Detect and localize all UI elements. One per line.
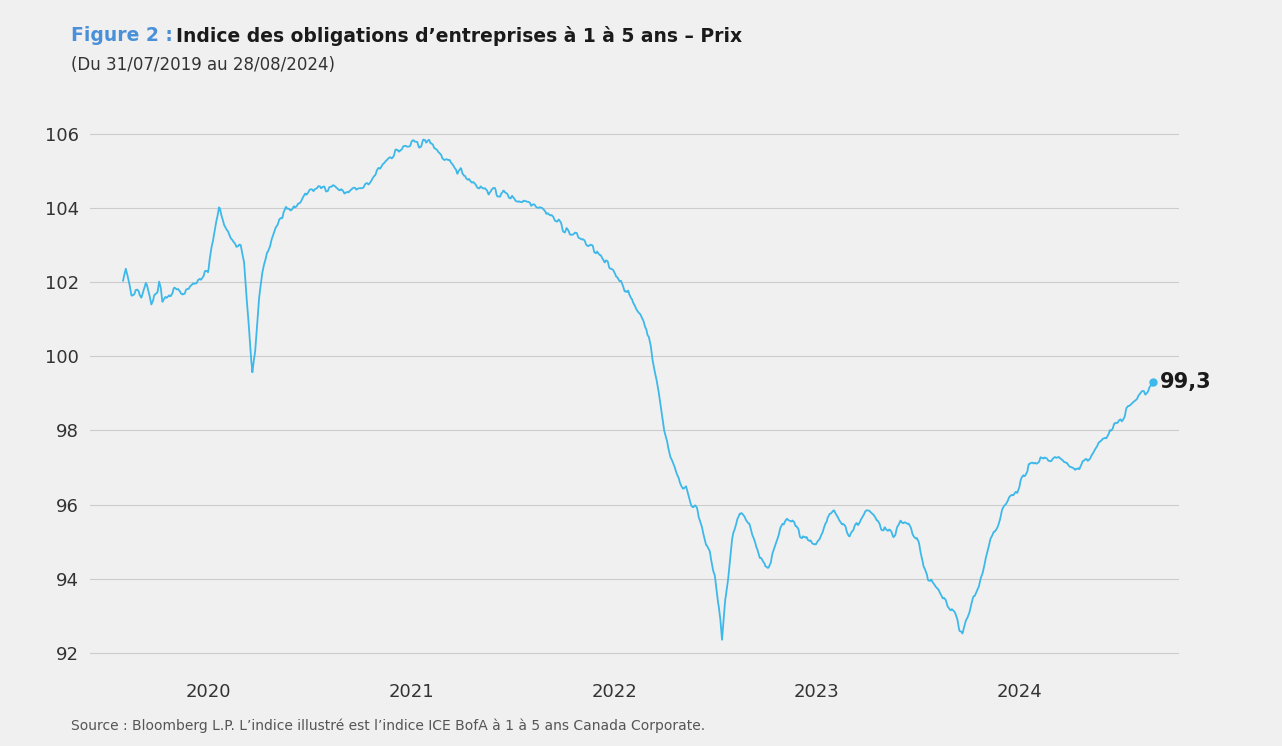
Text: Source : Bloomberg L.P. L’indice illustré est l’indice ICE BofA à 1 à 5 ans Cana: Source : Bloomberg L.P. L’indice illustr… bbox=[71, 718, 705, 733]
Text: (Du 31/07/2019 au 28/08/2024): (Du 31/07/2019 au 28/08/2024) bbox=[71, 56, 335, 74]
Text: Indice des obligations d’entreprises à 1 à 5 ans – Prix: Indice des obligations d’entreprises à 1… bbox=[176, 26, 742, 46]
Text: 99,3: 99,3 bbox=[1159, 372, 1211, 392]
Text: Figure 2 :: Figure 2 : bbox=[71, 26, 179, 45]
